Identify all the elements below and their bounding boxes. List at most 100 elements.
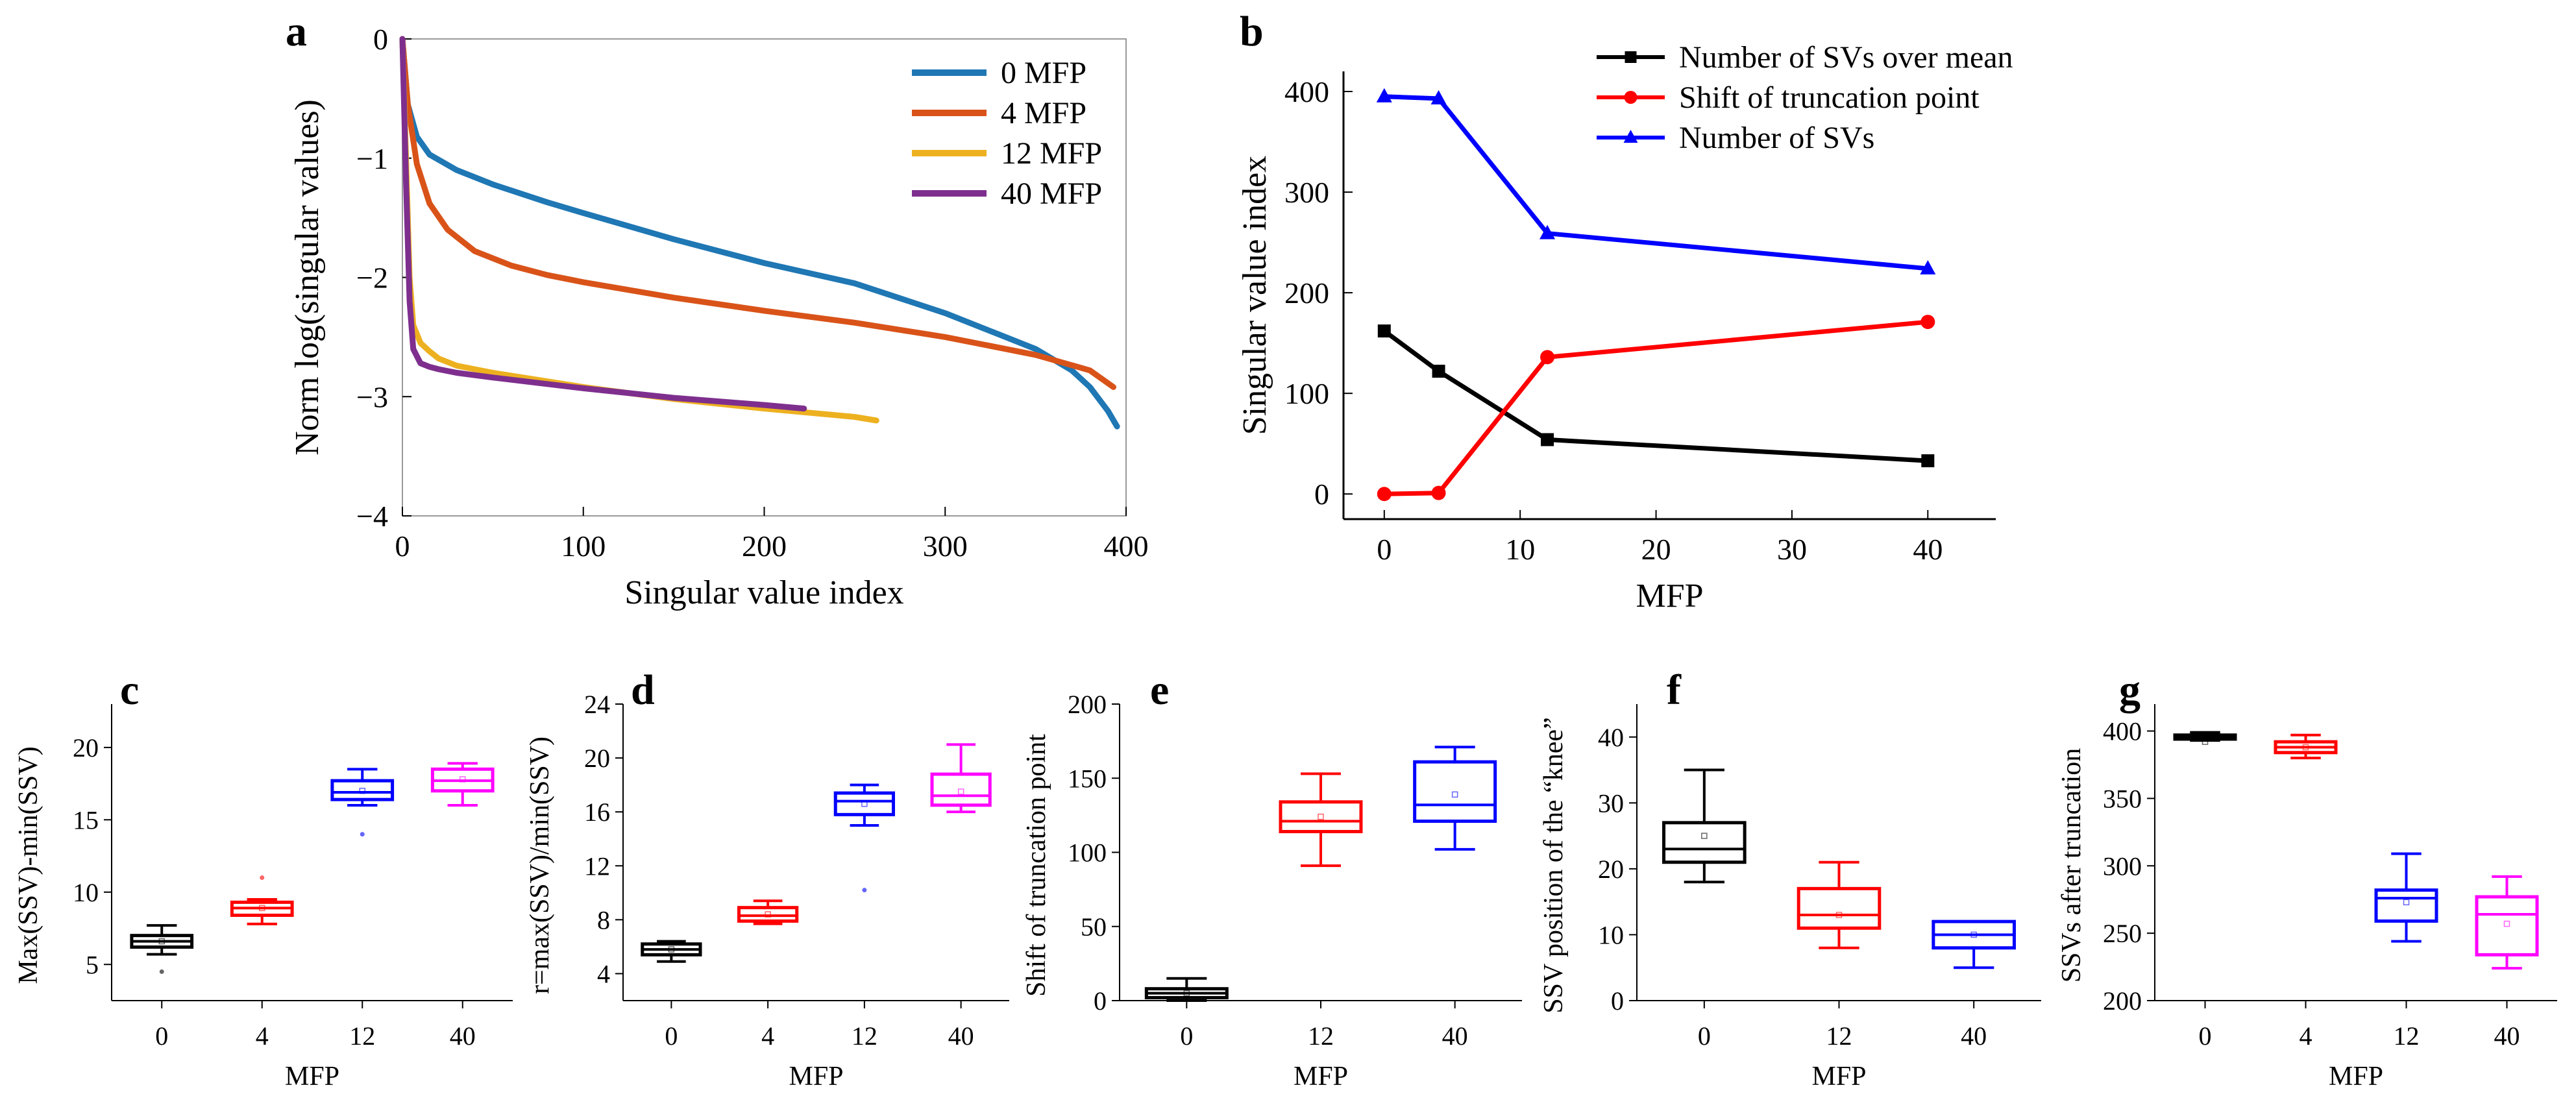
x-axis-label: MFP [1811, 1062, 1866, 1091]
panel-c: c 5 10 15 20 0 4 12 40 MFP Max(SSV)-min(SSV) [14, 666, 513, 1091]
box-0 [1662, 768, 1747, 884]
x-tick-label: 4 [761, 1021, 774, 1051]
x-tick-label: 0 [395, 530, 410, 563]
y-tick-label: 20 [73, 733, 99, 762]
y-tick-label: 0 [1611, 986, 1624, 1016]
box-body [1413, 760, 1497, 823]
y-axis-label: Shift of truncation point [1022, 734, 1051, 997]
data-point [1540, 350, 1555, 365]
mean-marker [359, 788, 365, 794]
x-tick-label: 300 [923, 530, 968, 563]
x-tick-label: 0 [1377, 533, 1392, 566]
y-tick-label: 100 [1068, 838, 1107, 868]
legend-marker [1625, 51, 1637, 63]
box-40 [2475, 875, 2539, 970]
legend-label: 0 MFP [1001, 56, 1086, 90]
series-line-40-mfp [399, 36, 807, 412]
x-axis-label: Singular value index [624, 574, 903, 611]
box-12 [833, 783, 895, 893]
y-tick-label: 50 [1081, 912, 1107, 942]
y-tick-label: 4 [597, 959, 610, 988]
x-tick-label: 4 [2300, 1021, 2312, 1051]
legend-marker [1623, 130, 1638, 143]
x-axis-label: MFP [1294, 1062, 1348, 1091]
mean-marker [158, 938, 165, 945]
box-body [1797, 886, 1882, 930]
data-point [1376, 88, 1392, 103]
data-point [1920, 260, 1936, 274]
y-tick-label: 0 [373, 23, 388, 56]
x-tick-label: 4 [256, 1021, 269, 1051]
y-tick-label: 30 [1598, 788, 1624, 818]
panel-letter-d: d [631, 666, 655, 714]
data-point [1539, 225, 1556, 239]
y-tick-label: −1 [356, 142, 388, 175]
series-line-shift-of-truncation-point [1382, 319, 1930, 496]
x-tick-label: 0 [2199, 1021, 2212, 1051]
x-tick-label: 30 [1777, 533, 1807, 566]
panel-letter-a: a [286, 8, 307, 55]
box-body [1279, 800, 1363, 834]
y-tick-label: 0 [1314, 478, 1329, 511]
box-body [737, 906, 799, 923]
box-4 [230, 875, 294, 925]
legend-label: Number of SVs over mean [1679, 40, 2013, 75]
y-axis-label: Singular value index [1236, 156, 1273, 435]
mean-marker [1835, 912, 1843, 918]
y-tick-label: 20 [584, 744, 610, 773]
mean-marker [1318, 813, 1324, 820]
y-tick-label: −3 [356, 380, 388, 413]
data-point [1432, 365, 1445, 378]
x-tick-label: 0 [665, 1021, 678, 1051]
mean-marker [259, 905, 265, 912]
box-12 [1279, 772, 1363, 868]
x-tick-label: 200 [742, 530, 787, 563]
mean-marker [765, 911, 771, 918]
legend-label: 12 MFP [1001, 136, 1102, 171]
outlier-point [360, 832, 365, 837]
outlier-point [159, 969, 164, 974]
x-tick-label: 40 [1961, 1021, 1987, 1051]
mean-marker [2202, 738, 2209, 745]
box-40 [1413, 746, 1497, 851]
x-tick-label: 40 [1442, 1021, 1468, 1051]
y-tick-label: 40 [1598, 723, 1624, 752]
y-axis-label: r=max(SSV)/min(SSV) [525, 737, 555, 994]
mean-marker [2403, 899, 2410, 906]
panel-d: d 4 8 12 16 20 24 0 4 12 40 MFP r=max(SSV)/min(SSV) [525, 666, 1009, 1091]
mean-marker [668, 946, 675, 953]
y-axis-label: SSV position of the “knee” [1539, 717, 1569, 1014]
x-axis-label: MFP [2329, 1062, 2383, 1091]
y-tick-label: 400 [1284, 75, 1329, 108]
x-tick-label: 0 [1698, 1021, 1711, 1051]
mean-marker [1451, 791, 1458, 798]
mean-marker [2503, 920, 2510, 927]
box-0 [2173, 731, 2237, 745]
panel-letter-g: g [2119, 666, 2141, 714]
y-tick-label: 400 [2103, 717, 2142, 746]
y-tick-label: 100 [1284, 377, 1329, 410]
panel-letter-c: c [120, 666, 139, 714]
x-axis-label: MFP [285, 1062, 339, 1091]
box-body [930, 772, 992, 807]
outlier-point [862, 888, 867, 893]
box-body [1662, 821, 1747, 864]
x-tick-label: 10 [1505, 533, 1535, 566]
x-tick-label: 12 [2394, 1021, 2420, 1051]
outlier-point [260, 875, 265, 881]
x-tick-label: 20 [1641, 533, 1671, 566]
data-point [1430, 90, 1447, 104]
box-12 [330, 768, 395, 837]
series-line-0-mfp [399, 36, 1120, 430]
y-tick-label: 10 [1598, 920, 1624, 949]
panel-letter-b: b [1240, 8, 1264, 55]
x-tick-label: 40 [948, 1021, 974, 1051]
box-4 [2274, 733, 2338, 760]
panel-letter-f: f [1667, 666, 1682, 714]
y-tick-label: 200 [2103, 986, 2142, 1016]
y-tick-label: −2 [356, 262, 388, 295]
x-tick-label: 12 [1308, 1021, 1334, 1051]
x-tick-label: 12 [852, 1021, 877, 1051]
y-tick-label: 15 [73, 805, 99, 834]
